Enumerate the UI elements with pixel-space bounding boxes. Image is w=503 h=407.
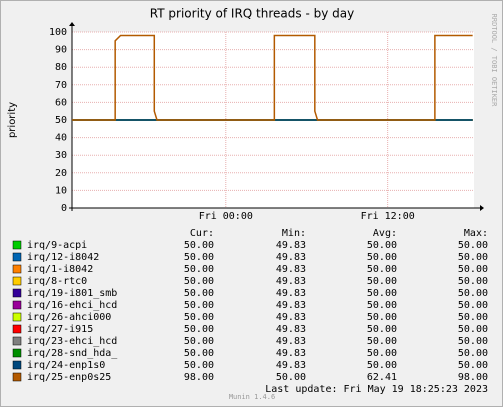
legend-stat: 50.00 <box>184 336 214 347</box>
legend-stat: 50.00 <box>458 252 488 263</box>
legend-stat: 50.00 <box>367 324 397 335</box>
legend-swatch <box>12 252 22 262</box>
legend-stat: 50.00 <box>367 348 397 359</box>
legend-header: Cur: <box>190 228 214 239</box>
legend-stat: 50.00 <box>367 240 397 251</box>
legend-label: irq/28-snd_hda_ <box>27 348 118 359</box>
legend-swatch <box>12 372 22 382</box>
legend-stat: 50.00 <box>367 360 397 371</box>
legend-stat: 49.83 <box>276 324 306 335</box>
legend-stat: 49.83 <box>276 288 306 299</box>
chart-title: RT priority of IRQ threads - by day <box>150 7 354 21</box>
y-tick-label: 100 <box>49 27 67 38</box>
legend-label: irq/27-i915 <box>27 324 93 335</box>
side-text: RRDTOOL / TOBI OETIKER <box>490 14 498 108</box>
legend-stat: 49.83 <box>276 264 306 275</box>
y-tick-label: 0 <box>61 203 67 214</box>
legend-swatch <box>12 264 22 274</box>
y-tick-label: 90 <box>55 45 67 56</box>
axis-arrow <box>69 22 75 26</box>
legend-label: irq/16-ehci_hcd <box>27 300 117 311</box>
y-tick-label: 30 <box>55 150 67 161</box>
legend-stat: 50.00 <box>367 336 397 347</box>
legend-label: irq/26-ahci000 <box>27 312 111 323</box>
legend-swatch <box>12 324 22 334</box>
legend-stat: 50.00 <box>367 276 397 287</box>
legend-header: Avg: <box>373 228 397 239</box>
legend-stat: 49.83 <box>276 276 306 287</box>
legend-label: irq/9-acpi <box>27 240 87 251</box>
legend-stat: 49.83 <box>276 336 306 347</box>
legend-stat: 50.00 <box>458 348 488 359</box>
legend-swatch <box>12 300 22 310</box>
legend-label: irq/1-i8042 <box>27 264 93 275</box>
legend-label: irq/8-rtc0 <box>27 276 87 287</box>
last-update: Last update: Fri May 19 18:25:23 2023 <box>265 384 488 395</box>
legend-swatch <box>12 336 22 346</box>
legend-swatch <box>12 240 22 250</box>
y-tick-label: 70 <box>55 80 67 91</box>
x-tick-label: Fri 00:00 <box>199 211 253 222</box>
legend-stat: 50.00 <box>184 240 214 251</box>
legend-stat: 50.00 <box>458 360 488 371</box>
legend-stat: 50.00 <box>367 288 397 299</box>
legend-swatch <box>12 276 22 286</box>
legend-stat: 49.83 <box>276 252 306 263</box>
y-tick-label: 50 <box>55 115 67 126</box>
legend-label: irq/23-ehci_hcd <box>27 336 117 347</box>
legend-swatch <box>12 348 22 358</box>
legend-stat: 49.83 <box>276 348 306 359</box>
legend-label: irq/19-i801_smb <box>27 288 117 299</box>
legend-stat: 50.00 <box>184 324 214 335</box>
legend-stat: 50.00 <box>458 324 488 335</box>
legend-label: irq/24-enp1s0 <box>27 360 105 371</box>
legend-stat: 50.00 <box>458 240 488 251</box>
legend-stat: 50.00 <box>458 336 488 347</box>
legend-label: irq/25-enp0s25 <box>27 372 111 383</box>
legend-stat: 50.00 <box>458 300 488 311</box>
y-tick-label: 40 <box>55 133 67 144</box>
legend-stat: 49.83 <box>276 312 306 323</box>
legend-stat: 50.00 <box>458 276 488 287</box>
legend-stat: 50.00 <box>184 276 214 287</box>
version: Munin 1.4.6 <box>229 393 275 401</box>
legend-stat: 98.00 <box>458 372 488 383</box>
y-axis-label: priority <box>7 102 18 138</box>
legend-swatch <box>12 360 22 370</box>
legend-header: Min: <box>282 228 306 239</box>
axis-arrow <box>480 205 484 211</box>
legend-stat: 50.00 <box>184 252 214 263</box>
legend-stat: 50.00 <box>367 252 397 263</box>
y-tick-label: 20 <box>55 168 67 179</box>
legend-stat: 50.00 <box>184 312 214 323</box>
y-tick-label: 60 <box>55 97 67 108</box>
legend-stat: 50.00 <box>367 300 397 311</box>
series-line <box>72 34 473 121</box>
legend-stat: 50.00 <box>458 264 488 275</box>
legend-stat: 50.00 <box>458 288 488 299</box>
legend-stat: 50.00 <box>184 288 214 299</box>
legend-stat: 50.00 <box>458 312 488 323</box>
legend-stat: 49.83 <box>276 300 306 311</box>
legend-label: irq/12-i8042 <box>27 252 99 263</box>
legend-stat: 50.00 <box>184 348 214 359</box>
y-tick-label: 80 <box>55 62 67 73</box>
legend-stat: 50.00 <box>184 300 214 311</box>
legend-stat: 50.00 <box>184 360 214 371</box>
legend-stat: 98.00 <box>184 372 214 383</box>
legend-stat: 49.83 <box>276 360 306 371</box>
legend-stat: 50.00 <box>276 372 306 383</box>
legend-stat: 50.00 <box>367 264 397 275</box>
legend-stat: 62.41 <box>367 372 397 383</box>
y-tick-label: 10 <box>55 185 67 196</box>
legend-stat: 50.00 <box>367 312 397 323</box>
legend-header: Max: <box>464 228 488 239</box>
legend-stat: 50.00 <box>184 264 214 275</box>
legend-swatch <box>12 288 22 298</box>
x-tick-label: Fri 12:00 <box>361 211 415 222</box>
legend-stat: 49.83 <box>276 240 306 251</box>
legend-swatch <box>12 312 22 322</box>
